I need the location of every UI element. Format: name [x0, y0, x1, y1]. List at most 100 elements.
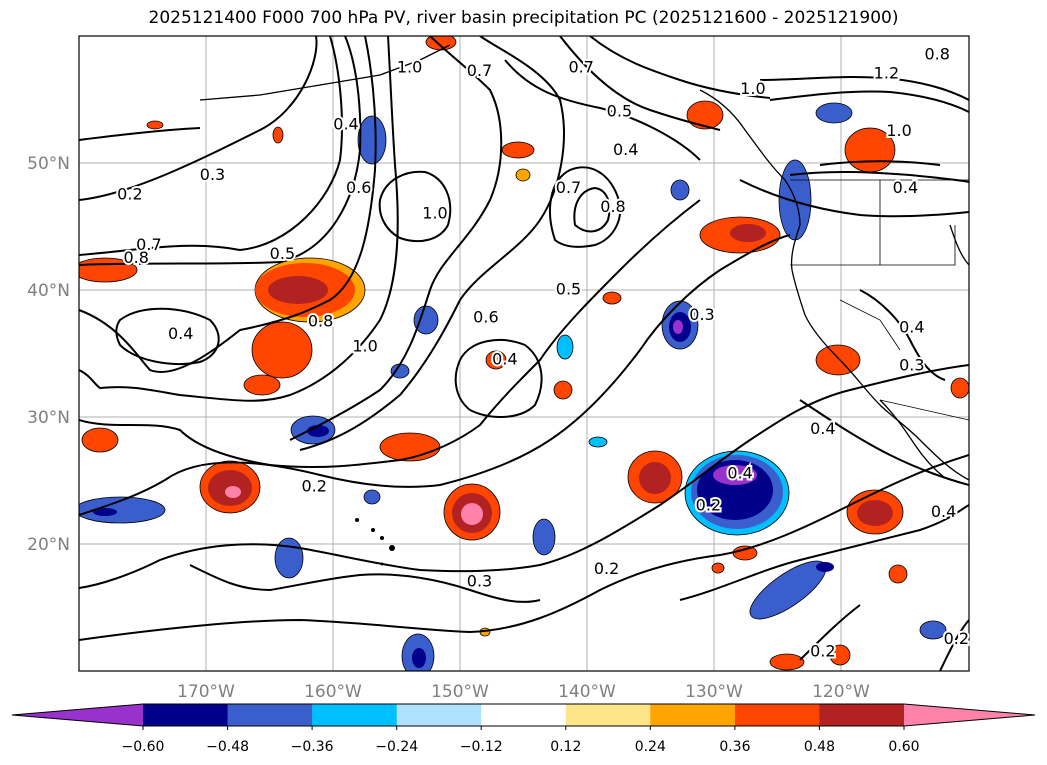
lon-tick-label: 170°W — [177, 682, 235, 702]
lon-tick-label: 140°W — [558, 682, 616, 702]
anomaly-negative — [673, 320, 683, 334]
contour-label: 0.7 — [556, 178, 581, 197]
anomaly-negative — [919, 620, 947, 640]
contour-label: 0.2 — [594, 559, 619, 578]
lon-tick-label: 120°W — [812, 682, 870, 702]
colorbar-segment — [904, 704, 1035, 726]
contour-label: 1.0 — [740, 79, 765, 98]
anomaly-positive — [857, 500, 893, 526]
colorbar-tick-label: 0.36 — [719, 739, 750, 755]
anomaly-positive — [461, 503, 483, 525]
anomaly-positive — [146, 120, 164, 130]
contour-label: 0.8 — [308, 311, 333, 330]
anomaly-negative — [412, 648, 426, 668]
lat-tick-labels: 50°N 40°N 30°N 20°N — [27, 154, 70, 555]
coastline — [199, 44, 969, 481]
contour-label: 0.8 — [924, 45, 949, 64]
colorbar-segment — [481, 704, 567, 726]
colorbar-segment — [396, 704, 482, 726]
colorbar-tick-label: 0.24 — [635, 739, 666, 755]
contour-label: 0.7 — [467, 61, 492, 80]
anomaly-negative — [670, 179, 690, 201]
contour-label: 0.4 — [931, 502, 956, 521]
map-title: 2025121400 F000 700 hPa PV, river basin … — [148, 8, 899, 28]
lon-tick-label: 160°W — [304, 682, 362, 702]
colorbar-tick-label: −0.60 — [122, 739, 165, 755]
colorbar-segment — [227, 704, 313, 726]
colorbar-tick-label: 0.12 — [550, 739, 581, 755]
anomaly-positive — [950, 377, 969, 399]
contour-label: 0.2 — [301, 476, 326, 495]
contour-label: 0.4 — [899, 318, 924, 337]
contour-label: 0.6 — [473, 307, 498, 326]
anomaly-positive — [272, 126, 284, 144]
anomaly-negative — [413, 305, 439, 335]
lon-tick-label: 130°W — [685, 682, 743, 702]
colorbar-segment — [650, 704, 736, 726]
anomaly-positive — [888, 564, 908, 584]
anomaly-positive — [501, 141, 535, 159]
anomaly-negative — [79, 496, 166, 524]
contour-label: 0.8 — [600, 197, 625, 216]
anomaly-positive — [268, 276, 328, 304]
anomaly-negative — [713, 465, 757, 485]
anomaly-positive — [711, 562, 725, 574]
anomaly-positive — [686, 100, 724, 130]
anomaly-positive — [515, 168, 531, 182]
anomaly-positive — [829, 644, 851, 666]
contour-label: 0.3 — [899, 356, 924, 375]
colorbar-tick-label: 0.60 — [888, 739, 919, 755]
anomaly-positive — [639, 462, 671, 494]
lon-tick-labels: 170°W 160°W 150°W 140°W 130°W 120°W — [177, 682, 870, 702]
colorbar-tick-label: −0.12 — [460, 739, 503, 755]
colorbar-segment — [312, 704, 398, 726]
contour-label: 0.2 — [696, 495, 721, 514]
precip-pc-fill — [79, 36, 969, 671]
contour-labels: 0.20.30.70.8 0.50.40.60.40.81.01.01.0 0.70… — [115, 43, 971, 663]
anomaly-positive — [553, 380, 573, 400]
lat-tick-label: 30°N — [27, 408, 70, 428]
anomaly-negative — [93, 508, 117, 516]
lat-tick-label: 20°N — [27, 535, 70, 555]
contour-label: 0.4 — [893, 178, 918, 197]
anomaly-positive — [379, 432, 441, 462]
anomaly-negative — [588, 436, 608, 448]
contour-label: 0.2 — [944, 629, 969, 648]
pv-contours — [79, 36, 969, 671]
colorbar-segment — [819, 704, 905, 726]
anomaly-positive — [251, 321, 313, 379]
colorbar-tick-label: 0.48 — [804, 739, 835, 755]
contour-label: 0.7 — [136, 235, 161, 254]
colorbar: −0.60 −0.48 −0.36 −0.24 −0.12 0.12 0.24 0.36 0.4… — [11, 703, 1036, 755]
contour-label: 0.4 — [168, 324, 193, 343]
contour-label: 0.3 — [689, 305, 714, 324]
anomaly-positive — [243, 374, 281, 396]
contour-label: 0.2 — [117, 184, 142, 203]
contour-label: 0.3 — [200, 165, 225, 184]
contour-label: 0.4 — [727, 464, 752, 483]
contour-label: 0.5 — [607, 102, 632, 121]
political-boundaries — [790, 179, 969, 421]
colorbar-tick-label: −0.36 — [291, 739, 334, 755]
contour-label: 0.4 — [613, 140, 638, 159]
contour-label: 0.6 — [346, 178, 371, 197]
colorbar-segment — [12, 704, 143, 726]
lat-tick-label: 40°N — [27, 281, 70, 301]
contour-label: 0.5 — [556, 280, 581, 299]
colorbar-segment — [143, 704, 229, 726]
contour-label: 0.8 — [123, 248, 148, 267]
anomaly-positive — [769, 653, 805, 671]
anomaly-positive — [730, 224, 766, 242]
anomaly-positive — [485, 350, 507, 370]
anomaly-positive — [815, 344, 861, 376]
colorbar-tick-label: −0.24 — [375, 739, 418, 755]
anomaly-negative — [815, 102, 853, 124]
contour-label: 0.4 — [333, 114, 358, 133]
lon-tick-label: 150°W — [431, 682, 489, 702]
contour-label: 0.7 — [568, 57, 593, 76]
lat-tick-label: 50°N — [27, 154, 70, 174]
contour-label: 0.3 — [467, 572, 492, 591]
anomaly-positive — [81, 427, 119, 453]
anomaly-positive — [602, 291, 622, 305]
